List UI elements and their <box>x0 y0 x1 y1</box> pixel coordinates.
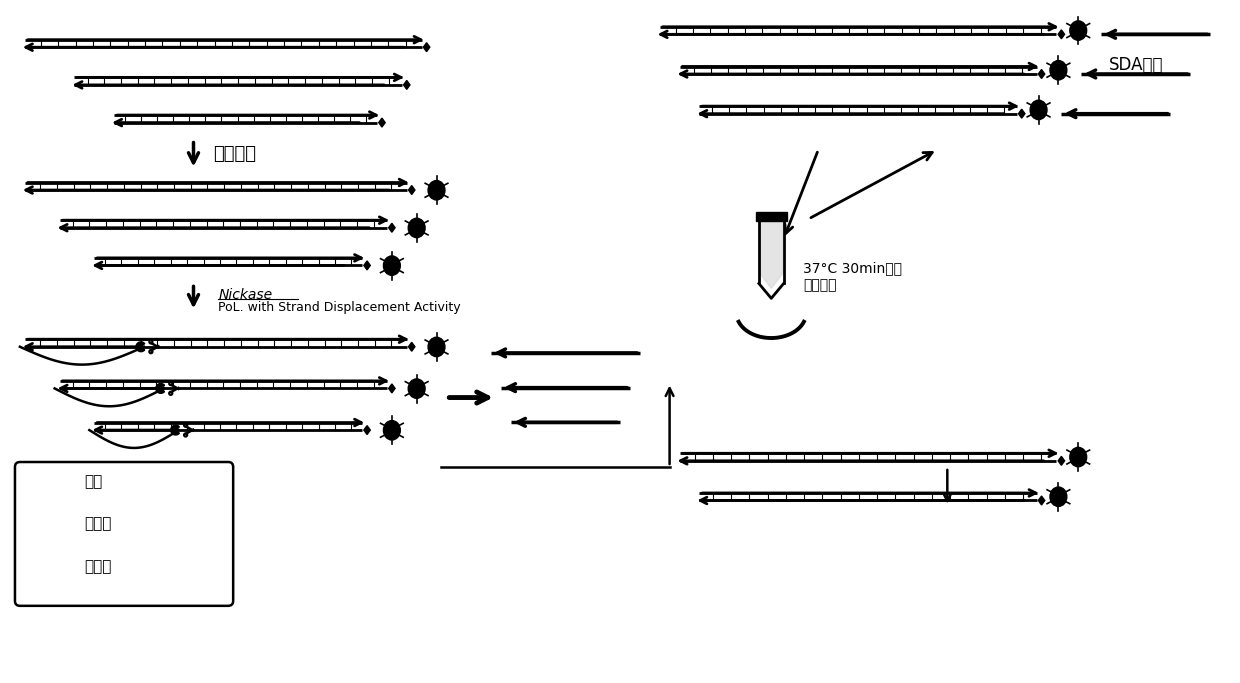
Polygon shape <box>388 223 396 232</box>
Text: 吸取上清: 吸取上清 <box>804 279 837 292</box>
Polygon shape <box>378 118 386 127</box>
Polygon shape <box>363 426 371 434</box>
Ellipse shape <box>408 379 425 398</box>
FancyBboxPatch shape <box>15 462 233 606</box>
Ellipse shape <box>1030 100 1047 120</box>
Bar <box>756 212 786 221</box>
Ellipse shape <box>1070 21 1086 40</box>
Text: 磁珠: 磁珠 <box>84 475 103 489</box>
Ellipse shape <box>52 473 67 490</box>
Text: 聚合酶: 聚合酶 <box>84 559 112 574</box>
Polygon shape <box>423 43 430 52</box>
Polygon shape <box>156 384 165 393</box>
Polygon shape <box>171 426 180 435</box>
Polygon shape <box>1018 109 1025 118</box>
Ellipse shape <box>1050 61 1066 80</box>
Text: PoL. with Strand Displacement Activity: PoL. with Strand Displacement Activity <box>218 301 461 313</box>
Polygon shape <box>1038 496 1045 505</box>
Ellipse shape <box>428 337 445 357</box>
Polygon shape <box>403 81 410 89</box>
Polygon shape <box>408 342 415 351</box>
Text: 缺口酶: 缺口酶 <box>84 516 112 531</box>
Polygon shape <box>363 261 371 270</box>
Polygon shape <box>136 342 145 352</box>
Polygon shape <box>1058 456 1065 465</box>
Polygon shape <box>388 384 396 393</box>
Ellipse shape <box>428 180 445 200</box>
Text: SDA产物: SDA产物 <box>1109 56 1163 74</box>
Text: Nickase: Nickase <box>218 288 273 303</box>
Polygon shape <box>760 221 782 288</box>
Polygon shape <box>1058 30 1065 39</box>
Ellipse shape <box>1050 487 1066 506</box>
Ellipse shape <box>408 219 425 238</box>
Ellipse shape <box>1070 447 1086 466</box>
Text: 磁珠吸附: 磁珠吸附 <box>213 145 257 163</box>
Text: 37°C 30min之后: 37°C 30min之后 <box>804 262 903 276</box>
Ellipse shape <box>383 421 401 440</box>
Polygon shape <box>55 561 63 571</box>
Ellipse shape <box>383 256 401 275</box>
Polygon shape <box>408 186 415 195</box>
Polygon shape <box>1038 70 1045 79</box>
